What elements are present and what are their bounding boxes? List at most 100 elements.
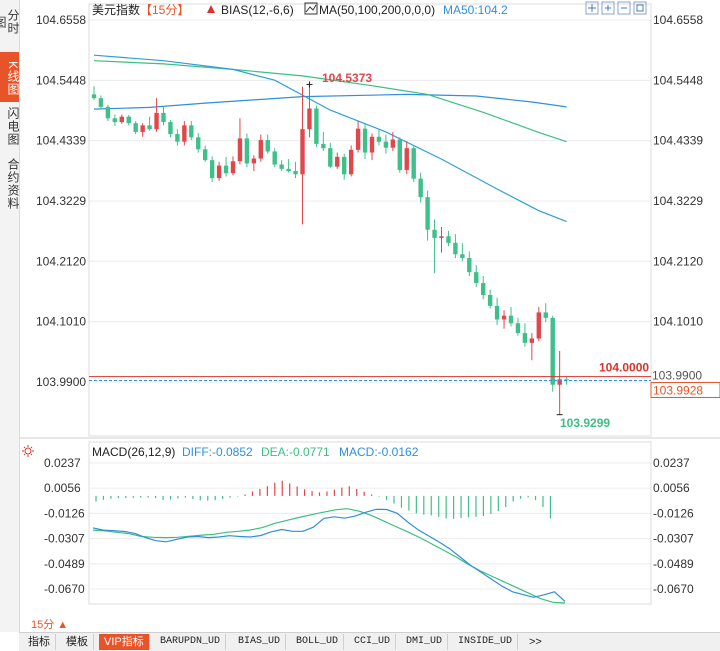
- period-label: 【15分】: [140, 3, 189, 17]
- ma-line-ma100: [93, 60, 567, 143]
- bias-label[interactable]: BIAS(12,-6,6): [221, 3, 294, 17]
- candle-body: [536, 312, 541, 339]
- candle-body: [196, 137, 201, 150]
- price-tick-label: 104.4339: [653, 134, 703, 148]
- candle-body: [244, 138, 250, 164]
- price-axis-right: 104.6558 104.5448 104.4339 104.3229 104.2120…: [653, 13, 703, 329]
- macd-label[interactable]: MACD(26,12,9): [92, 445, 175, 459]
- candle-body: [230, 161, 236, 174]
- tab-templates[interactable]: 模板: [61, 634, 94, 650]
- macd-tick-label: 0.0056: [653, 481, 690, 495]
- macd-tick-label: -0.0670: [653, 582, 694, 596]
- candle-body: [300, 129, 305, 175]
- candle-body: [481, 283, 486, 296]
- candle-body: [126, 116, 131, 124]
- candle-body: [453, 242, 458, 255]
- ma-label[interactable]: MA(50,100,200,0,0,0): [319, 3, 435, 17]
- bias-arrow-icon: [207, 5, 215, 13]
- tab-indicators[interactable]: 指标: [23, 634, 56, 650]
- price-tick-label: 104.2120: [36, 254, 86, 268]
- macd-tick-label: 0.0056: [44, 481, 81, 495]
- candle-body: [557, 379, 562, 385]
- tab-flash[interactable]: 闪电图: [6, 106, 20, 146]
- fullscreen-icon[interactable]: [633, 1, 647, 15]
- candle-body: [175, 134, 180, 142]
- price-tick-label: 104.4339: [36, 134, 86, 148]
- symbol-title: 美元指数: [92, 2, 140, 17]
- candle-body: [508, 315, 514, 324]
- ma-line-ma200: [93, 54, 567, 223]
- candle-body: [342, 156, 347, 175]
- low-label: 103.9299: [560, 416, 610, 430]
- zoom-out-icon[interactable]: [617, 1, 631, 15]
- candle-body: [446, 236, 451, 243]
- macd-lines: [92, 508, 566, 604]
- macd-axis-left: 0.0237 0.0056 -0.0126 -0.0307 -0.0489 -0.0670: [44, 456, 85, 596]
- current-price-label: 103.9928: [653, 383, 703, 397]
- candle-body: [432, 229, 437, 238]
- tab-boll-ud[interactable]: BOLL_UD: [291, 634, 345, 650]
- candle-body: [411, 148, 416, 179]
- candle-body: [383, 141, 389, 148]
- candle-body: [418, 178, 423, 198]
- macd-tick-label: -0.0307: [44, 532, 85, 546]
- tab-kline[interactable]: K线图: [0, 52, 20, 102]
- candle-body: [140, 125, 145, 132]
- candle-body: [376, 136, 382, 142]
- price-tick-label: 104.5448: [36, 73, 86, 87]
- candle-body: [487, 295, 493, 306]
- tab-dmi-ud[interactable]: DMI_UD: [401, 634, 449, 650]
- price-tick-label: 104.3229: [653, 194, 703, 208]
- zoom-in-icon[interactable]: [601, 1, 615, 15]
- macd-tick-label: 0.0237: [653, 456, 690, 470]
- price-tick-label: 104.6558: [36, 13, 86, 27]
- candle-body: [369, 136, 375, 153]
- candle-body: [119, 116, 124, 123]
- candle-body: [293, 171, 298, 175]
- macd-settings-icon[interactable]: [22, 445, 34, 457]
- indicator-tabbar: 指标 模板 VIP指标 BARUPDN_UD BIAS_UD BOLL_UD C…: [19, 632, 720, 651]
- macd-tick-label: -0.0489: [44, 557, 85, 571]
- candle-body: [203, 149, 208, 161]
- candle-body: [147, 125, 152, 130]
- tab-bias-ud[interactable]: BIAS_UD: [233, 634, 287, 650]
- candle-body: [258, 140, 263, 159]
- macd-tick-label: -0.0489: [653, 557, 694, 571]
- candle-body: [98, 98, 104, 107]
- high-label: 104.5373: [322, 71, 372, 85]
- candle-body: [168, 122, 173, 135]
- current-price-box: [650, 381, 720, 398]
- candle-body: [154, 112, 159, 130]
- candle-body: [439, 236, 444, 238]
- macd-tick-label: -0.0670: [44, 582, 85, 596]
- candle-body: [314, 108, 319, 144]
- candle-body: [328, 148, 333, 167]
- candle-body: [286, 168, 291, 172]
- tab-barupdn-ud[interactable]: BARUPDN_UD: [155, 634, 227, 650]
- price-tick-label: 104.5448: [653, 73, 703, 87]
- move-icon[interactable]: [585, 1, 599, 15]
- tab-vip-indicators[interactable]: VIP指标: [99, 634, 150, 650]
- macd-tick-label: -0.0126: [653, 506, 694, 520]
- candle-body: [182, 125, 187, 142]
- price-tick-label: 103.9900: [36, 375, 86, 389]
- candle-body: [425, 197, 430, 230]
- candle-body: [307, 108, 312, 130]
- candle-body: [494, 305, 500, 320]
- macd-dea-value: DEA:-0.0771: [261, 445, 330, 459]
- period-selector[interactable]: 15分 ▲: [31, 619, 69, 631]
- more-tabs-button[interactable]: >>: [529, 636, 542, 648]
- tab-timeshare[interactable]: 分时图: [0, 9, 20, 35]
- partial-axis-label: 103.9900: [652, 368, 702, 382]
- chart-canvas[interactable]: 美元指数 【15分】 BIAS(12,-6,6) MA(50,100,200,0…: [0, 0, 720, 632]
- tab-cci-ud[interactable]: CCI_UD: [349, 634, 397, 650]
- ma-chart-icon: [304, 2, 318, 15]
- price-tick-label: 104.3229: [36, 194, 86, 208]
- candle-body: [189, 125, 194, 138]
- tab-inside-ud[interactable]: INSIDE_UD: [453, 634, 519, 650]
- candle-body: [460, 254, 465, 259]
- macd-histogram: [95, 480, 552, 519]
- tab-contract-info[interactable]: 合约资料: [6, 158, 20, 210]
- candlesticks: [91, 84, 569, 415]
- main-panel-frame: [88, 3, 652, 437]
